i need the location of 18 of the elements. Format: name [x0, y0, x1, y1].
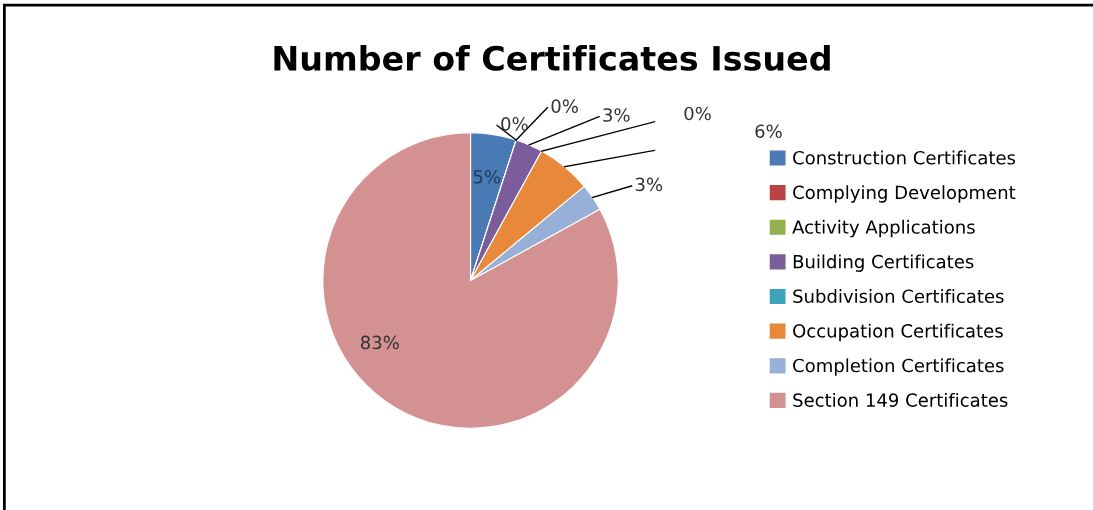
chart-title: Number of Certificates Issued	[274, 45, 830, 71]
text: 0%	[501, 117, 528, 131]
legend-label: Subdivision Certificates	[793, 289, 1004, 304]
legend-label: Activity Applications	[792, 219, 975, 238]
legend-label: Completion Certificates	[793, 358, 1004, 376]
legend-label: Complying Development	[793, 185, 1016, 203]
data-label: 83%	[360, 335, 399, 350]
data-label: 3%	[635, 177, 663, 192]
legend-label: Section 149 Certificates	[793, 392, 1008, 407]
text: 0%	[684, 106, 711, 121]
legend-label: Construction Certificates	[793, 150, 1016, 165]
pie-slice	[322, 132, 619, 429]
data-label: 6%	[755, 124, 782, 139]
legend-label: Building Certificates	[793, 254, 974, 272]
data-label: 3%	[603, 108, 630, 122]
text: 0%	[551, 99, 578, 113]
legend-label: Occupation Certificates	[793, 323, 1003, 342]
data-label: 5%	[473, 169, 501, 184]
